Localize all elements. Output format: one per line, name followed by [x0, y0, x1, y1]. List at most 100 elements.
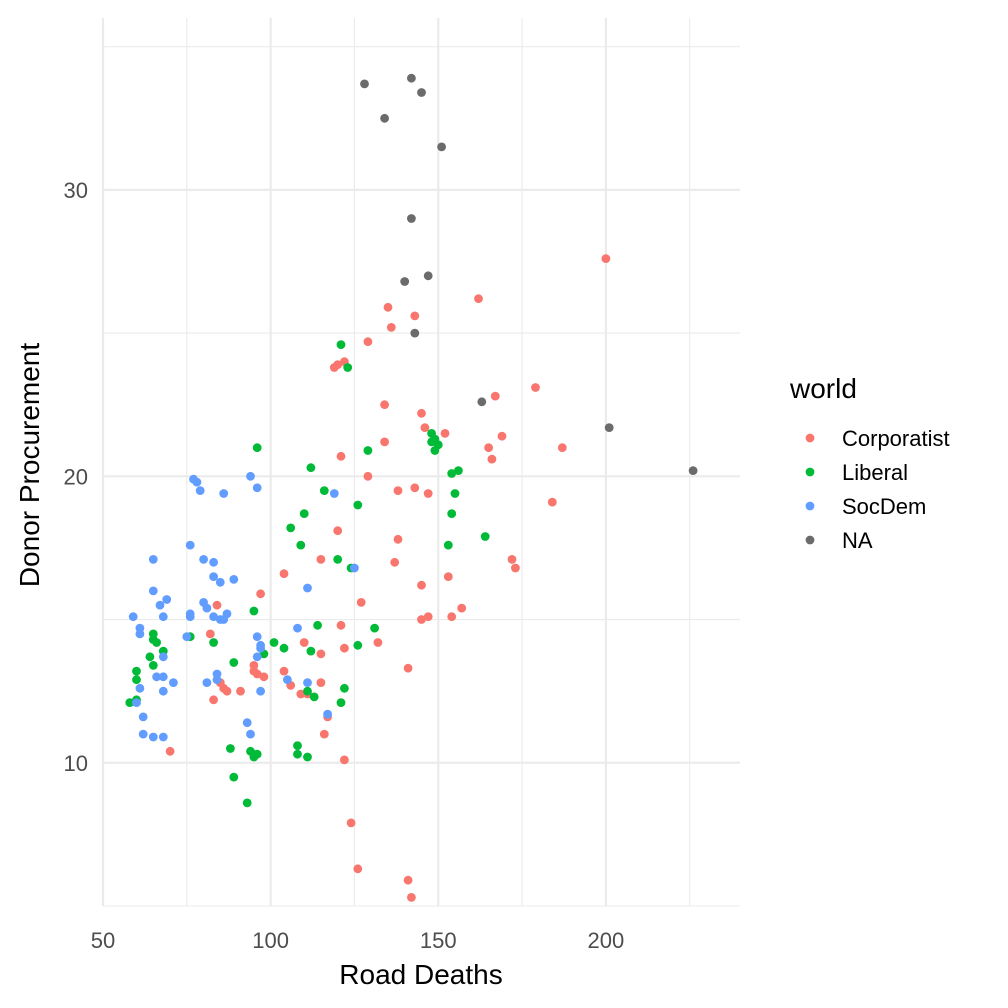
- point-socdem: [169, 678, 178, 687]
- point-corporatist: [531, 383, 540, 392]
- point-corporatist: [336, 620, 346, 630]
- point-socdem: [252, 483, 262, 493]
- point-corporatist: [209, 695, 219, 705]
- point-socdem: [199, 555, 209, 564]
- point-na: [410, 328, 420, 338]
- point-corporatist: [316, 649, 326, 659]
- point-corporatist: [316, 678, 326, 687]
- point-corporatist: [333, 526, 343, 536]
- point-liberal: [152, 638, 162, 647]
- point-liberal: [145, 652, 155, 662]
- point-liberal: [454, 466, 463, 475]
- point-socdem: [303, 678, 312, 687]
- point-liberal: [363, 446, 373, 455]
- point-socdem: [192, 477, 202, 487]
- point-socdem: [229, 575, 239, 584]
- point-corporatist: [236, 686, 245, 696]
- legend-label-na: NA: [842, 528, 873, 553]
- point-liberal: [370, 623, 379, 633]
- legend-items: Corporatist Liberal SocDem NA: [805, 426, 950, 553]
- point-socdem: [283, 675, 292, 685]
- point-corporatist: [457, 603, 467, 613]
- point-socdem: [293, 623, 302, 633]
- point-corporatist: [279, 569, 289, 579]
- point-socdem: [162, 595, 172, 604]
- point-na: [437, 142, 446, 152]
- point-liberal: [430, 446, 440, 455]
- point-socdem: [132, 698, 141, 707]
- point-corporatist: [403, 875, 413, 885]
- point-liberal: [333, 555, 343, 564]
- point-liberal: [447, 509, 457, 518]
- point-corporatist: [497, 431, 507, 441]
- point-socdem: [148, 586, 158, 596]
- point-socdem: [138, 712, 148, 722]
- point-socdem: [252, 632, 262, 642]
- x-axis-title: Road Deaths: [339, 959, 502, 990]
- point-corporatist: [316, 555, 326, 564]
- point-corporatist: [557, 443, 567, 453]
- point-corporatist: [487, 454, 497, 464]
- point-liberal: [296, 540, 306, 550]
- point-na: [688, 466, 698, 475]
- point-corporatist: [346, 818, 356, 828]
- point-corporatist: [380, 437, 389, 447]
- point-liberal: [249, 752, 259, 762]
- legend-label-corporatist: Corporatist: [842, 426, 950, 451]
- point-corporatist: [356, 598, 366, 607]
- point-na: [604, 423, 614, 432]
- point-corporatist: [336, 451, 346, 461]
- x-tick-label: 200: [588, 928, 625, 953]
- point-socdem: [148, 555, 158, 564]
- point-corporatist: [165, 746, 175, 756]
- point-socdem: [135, 629, 145, 639]
- point-corporatist: [353, 864, 363, 874]
- point-corporatist: [417, 580, 426, 590]
- point-corporatist: [440, 429, 450, 438]
- point-liberal: [313, 620, 322, 630]
- legend-key-corporatist: [805, 433, 815, 443]
- legend-key-socdem: [805, 501, 815, 511]
- point-liberal: [336, 698, 346, 707]
- point-socdem: [202, 678, 212, 687]
- point-socdem: [219, 489, 229, 498]
- point-corporatist: [474, 294, 483, 304]
- point-socdem: [256, 643, 265, 653]
- point-socdem: [252, 652, 262, 662]
- point-corporatist: [393, 534, 403, 544]
- point-corporatist: [547, 497, 557, 507]
- point-corporatist: [601, 254, 611, 263]
- point-socdem: [158, 652, 168, 662]
- legend-key-na: [805, 535, 815, 545]
- point-socdem: [155, 600, 165, 610]
- point-socdem: [202, 603, 212, 613]
- point-socdem: [219, 615, 229, 624]
- point-liberal: [336, 340, 346, 349]
- data-points: [125, 73, 698, 902]
- point-corporatist: [423, 489, 433, 498]
- point-socdem: [185, 540, 195, 550]
- point-corporatist: [373, 638, 383, 647]
- point-corporatist: [319, 729, 329, 739]
- point-liberal: [229, 658, 239, 667]
- point-corporatist: [393, 486, 403, 495]
- point-liberal: [226, 744, 235, 753]
- point-corporatist: [390, 557, 400, 567]
- point-corporatist: [403, 663, 413, 673]
- point-socdem: [158, 686, 168, 696]
- point-liberal: [319, 486, 329, 495]
- point-socdem: [242, 718, 252, 728]
- point-corporatist: [340, 755, 349, 765]
- point-corporatist: [222, 686, 232, 696]
- point-socdem: [182, 632, 192, 642]
- point-corporatist: [484, 443, 493, 453]
- point-socdem: [303, 583, 312, 593]
- point-corporatist: [443, 572, 453, 581]
- point-socdem: [350, 563, 359, 573]
- point-liberal: [125, 698, 135, 707]
- point-corporatist: [490, 391, 500, 401]
- point-corporatist: [410, 483, 420, 493]
- point-na: [407, 214, 416, 223]
- point-socdem: [135, 683, 145, 693]
